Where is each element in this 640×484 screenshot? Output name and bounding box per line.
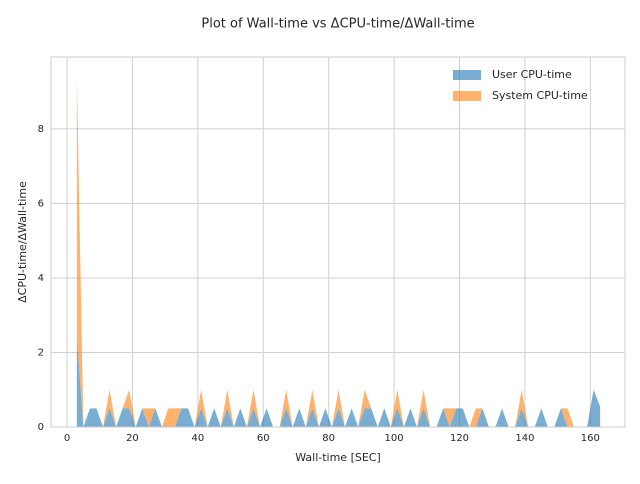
x-tick-label: 20 [126, 433, 139, 444]
x-tick-label: 100 [385, 433, 404, 444]
legend-swatch [453, 70, 481, 80]
y-tick-label: 0 [38, 422, 44, 433]
x-tick-label: 0 [64, 433, 70, 444]
x-tick-label: 160 [581, 433, 600, 444]
x-tick-label: 140 [515, 433, 534, 444]
plot-frame [50, 56, 626, 428]
legend-label: System CPU-time [492, 89, 588, 102]
y-tick-label: 8 [38, 124, 44, 135]
y-tick-label: 2 [38, 347, 44, 358]
legend-label: User CPU-time [492, 68, 572, 81]
y-tick-label: 4 [38, 273, 44, 284]
legend-swatch [453, 91, 481, 101]
y-axis-label: ΔCPU-time/ΔWall-time [16, 181, 29, 303]
x-axis-label: Wall-time [SEC] [295, 451, 381, 464]
area [76, 337, 601, 427]
x-tick-label: 40 [191, 433, 204, 444]
y-tick-label: 6 [38, 198, 44, 209]
x-tick-label: 80 [322, 433, 335, 444]
x-tick-label: 60 [257, 433, 270, 444]
x-tick-label: 120 [450, 433, 469, 444]
chart-title: Plot of Wall-time vs ΔCPU-time/ΔWall-tim… [201, 17, 474, 32]
area [76, 76, 601, 428]
